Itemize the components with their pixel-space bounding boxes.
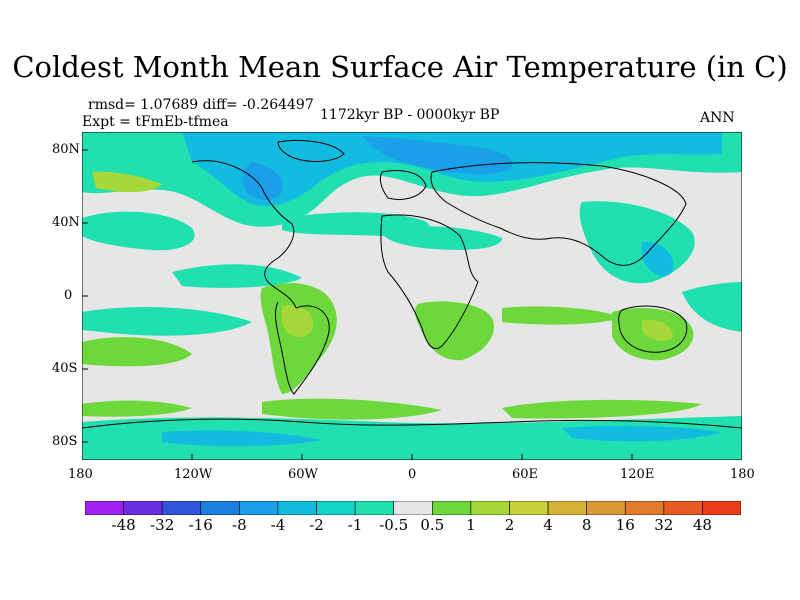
xtick-label: 0	[408, 467, 417, 482]
map-title: Coldest Month Mean Surface Air Temperatu…	[12, 50, 788, 84]
colorbar-label: -4	[270, 516, 286, 534]
axis-ticks	[82, 149, 742, 460]
north-america-coast	[191, 160, 297, 309]
xtick-label: 60W	[288, 467, 318, 482]
ytick-label: 80N	[52, 142, 80, 157]
colorbar-label: 8	[581, 516, 592, 534]
xtick-label: 120E	[620, 467, 655, 482]
colorbar-label: -0.5	[379, 516, 409, 534]
colorbar-swatch	[393, 501, 433, 515]
ytick-label: 0	[64, 288, 73, 303]
colorbar-swatch	[624, 501, 665, 515]
colorbar-label: 48	[692, 516, 712, 534]
colorbar-swatch	[85, 501, 124, 515]
colorbar-label: 1	[466, 516, 476, 534]
europe-coast	[379, 170, 427, 200]
xtick-label: 180	[730, 467, 755, 482]
stats-text: rmsd= 1.07689 diff= -0.264497	[88, 97, 314, 113]
colorbar-swatch	[663, 501, 703, 515]
temperature-map	[82, 132, 742, 460]
coastlines	[82, 140, 742, 429]
colorbar-label: -1	[347, 516, 363, 534]
colorbar-swatch	[200, 501, 240, 515]
xtick-label: 60E	[512, 467, 539, 482]
colorbar-label: 2	[504, 516, 515, 534]
northern-anomaly-band	[82, 132, 742, 227]
season-text: ANN	[700, 110, 735, 126]
colorbar-label: -8	[232, 516, 247, 534]
antarctica-coast	[82, 418, 742, 429]
africa-coast	[380, 214, 479, 350]
colorbar-label: -48	[111, 516, 136, 534]
colorbar-swatch	[354, 501, 395, 515]
southern-positive-anomalies	[82, 283, 694, 394]
colorbar-swatch	[702, 501, 741, 515]
colorbar-swatch	[586, 501, 626, 515]
colorbar-label: 0.5	[420, 516, 445, 534]
colorbar-label: 4	[543, 516, 553, 534]
period-text: 1172kyr BP - 0000kyr BP	[320, 107, 500, 123]
midlatitude-anomaly-bands	[82, 201, 742, 336]
ytick-label: 40S	[52, 361, 78, 376]
ytick-label: 80S	[52, 434, 78, 449]
colorbar-label: 16	[615, 516, 635, 534]
xtick-label: 180	[68, 467, 93, 482]
colorbar-swatch	[547, 501, 587, 515]
colorbar	[85, 501, 741, 515]
south-america-coast	[275, 301, 330, 395]
ytick-label: 40N	[52, 215, 80, 230]
colorbar-swatch	[470, 501, 510, 515]
colorbar-label: -16	[188, 516, 213, 534]
colorbar-swatch	[316, 501, 356, 515]
xtick-label: 120W	[174, 467, 213, 482]
colorbar-swatch	[161, 501, 202, 515]
colorbar-swatch	[123, 501, 163, 515]
colorbar-label: 32	[654, 516, 674, 534]
colorbar-label: -32	[150, 516, 175, 534]
australia-coast	[618, 305, 688, 353]
colorbar-swatch	[239, 501, 279, 515]
southern-ocean-band	[82, 398, 742, 460]
colorbar-label: -2	[309, 516, 324, 534]
asia-coast	[430, 162, 687, 266]
colorbar-swatch	[277, 501, 317, 515]
experiment-text: Expt = tFmEb-tfmea	[82, 114, 229, 130]
colorbar-swatch	[509, 501, 549, 515]
colorbar-swatch	[431, 501, 472, 515]
greenland-coast	[277, 140, 345, 162]
